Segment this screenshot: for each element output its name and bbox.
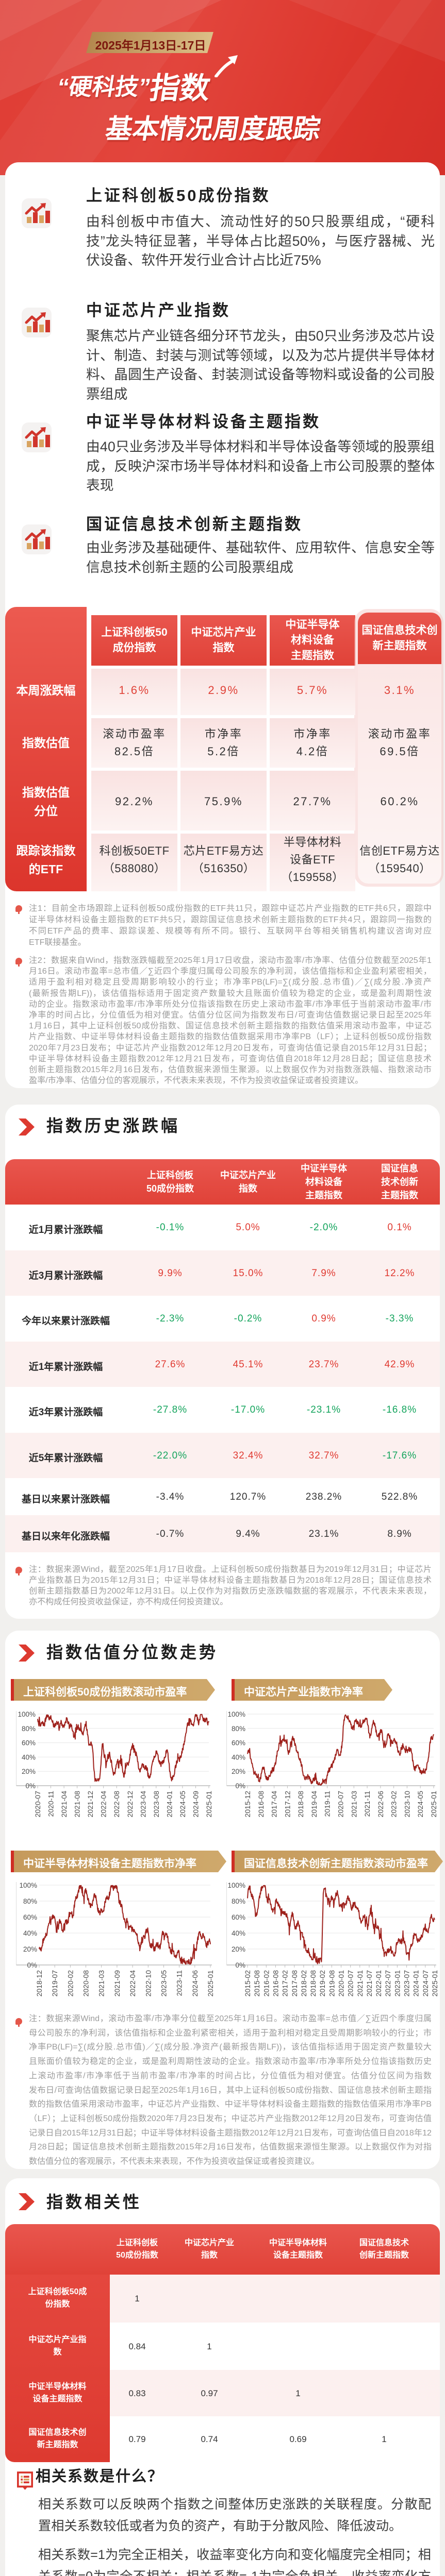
svg-text:2022-01: 2022-01 <box>374 1970 383 1997</box>
svg-text:2024-05: 2024-05 <box>416 1791 424 1818</box>
svg-text:2024-05: 2024-05 <box>178 1791 187 1818</box>
svg-text:2023-11: 2023-11 <box>175 1970 184 1996</box>
svg-text:2017-12: 2017-12 <box>283 1791 291 1818</box>
svg-text:2018-02: 2018-02 <box>300 1970 308 1997</box>
svg-text:20%: 20% <box>23 1945 37 1953</box>
svg-text:2015-02: 2015-02 <box>243 1970 252 1997</box>
svg-text:60%: 60% <box>232 1739 245 1747</box>
svg-text:2016-02: 2016-02 <box>262 1970 270 1997</box>
svg-text:2024-09: 2024-09 <box>192 1791 200 1818</box>
svg-text:100%: 100% <box>18 1710 36 1718</box>
svg-text:2024-06: 2024-06 <box>191 1970 199 1997</box>
svg-text:2023-04: 2023-04 <box>139 1791 147 1818</box>
svg-text:20%: 20% <box>22 1768 36 1775</box>
svg-text:2023-05: 2023-05 <box>160 1970 168 1997</box>
svg-text:2020-01: 2020-01 <box>337 1970 345 1997</box>
svg-text:40%: 40% <box>232 1753 245 1761</box>
svg-text:60%: 60% <box>22 1739 36 1747</box>
svg-text:2019-04: 2019-04 <box>310 1791 318 1818</box>
svg-text:80%: 80% <box>23 1897 37 1905</box>
svg-text:2023-07: 2023-07 <box>403 1970 411 1997</box>
svg-text:2022-04: 2022-04 <box>128 1970 137 1997</box>
svg-text:2017-08: 2017-08 <box>290 1970 299 1997</box>
svg-text:2024-01: 2024-01 <box>412 1970 420 1997</box>
svg-text:2023-01: 2023-01 <box>393 1970 401 1997</box>
svg-text:2022-12: 2022-12 <box>126 1791 134 1818</box>
svg-text:80%: 80% <box>232 1897 245 1905</box>
svg-text:2021-12: 2021-12 <box>86 1791 94 1818</box>
svg-text:100%: 100% <box>227 1710 245 1718</box>
svg-text:2016-08: 2016-08 <box>271 1970 279 1997</box>
svg-text:2022-08: 2022-08 <box>112 1791 121 1818</box>
svg-text:2021-03: 2021-03 <box>97 1970 106 1997</box>
svg-text:40%: 40% <box>23 1929 37 1937</box>
svg-text:2025-01: 2025-01 <box>206 1970 215 1997</box>
svg-text:2019-02: 2019-02 <box>318 1970 326 1997</box>
svg-text:2020-07: 2020-07 <box>34 1791 42 1818</box>
svg-text:100%: 100% <box>227 1882 245 1889</box>
svg-text:2018-12: 2018-12 <box>35 1970 43 1997</box>
svg-text:2017-04: 2017-04 <box>270 1791 278 1818</box>
svg-text:0%: 0% <box>27 1961 37 1969</box>
svg-text:2021-03: 2021-03 <box>350 1791 358 1818</box>
svg-text:40%: 40% <box>22 1753 36 1761</box>
svg-text:2021-04: 2021-04 <box>60 1791 68 1818</box>
svg-text:2022-04: 2022-04 <box>100 1791 108 1818</box>
svg-text:2022-06: 2022-06 <box>376 1791 385 1818</box>
svg-text:20%: 20% <box>232 1945 245 1953</box>
svg-text:2023-02: 2023-02 <box>390 1791 398 1818</box>
svg-text:2016-08: 2016-08 <box>257 1791 265 1818</box>
svg-text:2015-12: 2015-12 <box>243 1791 252 1818</box>
svg-text:2021-08: 2021-08 <box>73 1791 81 1818</box>
svg-text:2020-07: 2020-07 <box>347 1970 355 1997</box>
svg-text:2018-08: 2018-08 <box>296 1791 305 1818</box>
svg-text:60%: 60% <box>23 1913 37 1921</box>
svg-text:60%: 60% <box>232 1913 245 1921</box>
svg-text:2025-01: 2025-01 <box>430 1791 438 1818</box>
svg-text:0%: 0% <box>235 1961 245 1969</box>
svg-text:2025-01: 2025-01 <box>205 1791 213 1818</box>
svg-text:2024-07: 2024-07 <box>421 1970 430 1997</box>
svg-text:2024-01: 2024-01 <box>165 1791 173 1818</box>
svg-text:80%: 80% <box>232 1725 245 1733</box>
svg-text:40%: 40% <box>232 1929 245 1937</box>
svg-text:0%: 0% <box>235 1782 245 1790</box>
svg-text:2019-08: 2019-08 <box>327 1970 336 1997</box>
svg-text:2019-11: 2019-11 <box>323 1791 332 1817</box>
svg-text:2020-02: 2020-02 <box>66 1970 74 1997</box>
svg-text:2020-07: 2020-07 <box>337 1791 345 1818</box>
svg-text:20%: 20% <box>232 1768 245 1775</box>
svg-text:2021-09: 2021-09 <box>113 1970 121 1997</box>
svg-text:2023-08: 2023-08 <box>152 1791 160 1818</box>
svg-text:2021-01: 2021-01 <box>356 1970 364 1997</box>
svg-text:80%: 80% <box>22 1725 36 1733</box>
svg-text:2020-11: 2020-11 <box>47 1791 55 1817</box>
svg-text:2019-07: 2019-07 <box>51 1970 59 1997</box>
svg-text:2018-08: 2018-08 <box>309 1970 317 1997</box>
svg-text:2020-08: 2020-08 <box>82 1970 90 1997</box>
svg-text:2021-07: 2021-07 <box>365 1970 373 1997</box>
svg-text:2021-11: 2021-11 <box>363 1791 371 1817</box>
svg-text:2022-07: 2022-07 <box>384 1970 392 1997</box>
svg-text:0%: 0% <box>25 1782 36 1790</box>
svg-text:2015-08: 2015-08 <box>253 1970 261 1997</box>
svg-text:100%: 100% <box>19 1882 37 1889</box>
svg-text:2022-10: 2022-10 <box>144 1970 152 1997</box>
svg-text:2023-10: 2023-10 <box>403 1791 411 1818</box>
svg-text:2025-01: 2025-01 <box>431 1970 439 1997</box>
svg-text:2017-02: 2017-02 <box>281 1970 289 1997</box>
